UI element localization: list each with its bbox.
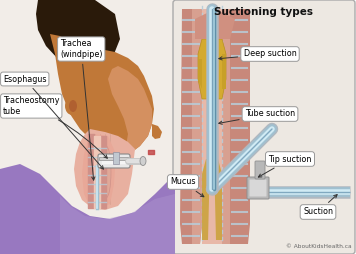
Polygon shape	[214, 159, 222, 240]
Polygon shape	[222, 54, 226, 89]
Polygon shape	[202, 159, 210, 240]
Text: Trachea
(windpipe): Trachea (windpipe)	[60, 39, 103, 180]
Polygon shape	[0, 0, 175, 254]
Polygon shape	[192, 9, 202, 244]
Text: Tube suction: Tube suction	[219, 109, 295, 124]
Polygon shape	[108, 66, 152, 154]
Ellipse shape	[65, 97, 79, 115]
Bar	[113, 152, 119, 164]
Polygon shape	[82, 134, 116, 208]
Polygon shape	[50, 34, 154, 154]
Polygon shape	[230, 9, 250, 244]
FancyBboxPatch shape	[247, 177, 269, 199]
Ellipse shape	[140, 156, 146, 166]
Text: Tracheostomy
tube: Tracheostomy tube	[3, 96, 107, 158]
Text: © AboutKidsHealth.ca: © AboutKidsHealth.ca	[286, 244, 352, 249]
Polygon shape	[180, 9, 202, 244]
Ellipse shape	[69, 100, 77, 112]
Text: Deep suction: Deep suction	[219, 50, 297, 60]
Ellipse shape	[101, 146, 111, 198]
Polygon shape	[202, 9, 222, 244]
Polygon shape	[60, 194, 175, 254]
Polygon shape	[198, 39, 226, 99]
Text: Tip suction: Tip suction	[258, 154, 312, 177]
FancyBboxPatch shape	[250, 180, 267, 197]
FancyBboxPatch shape	[255, 161, 265, 179]
Polygon shape	[195, 9, 235, 39]
Text: Suction: Suction	[303, 195, 337, 216]
Polygon shape	[0, 164, 175, 254]
Polygon shape	[222, 9, 230, 244]
Text: Esophagus: Esophagus	[3, 74, 104, 169]
Text: Suctioning types: Suctioning types	[215, 7, 314, 17]
Text: Mucus: Mucus	[170, 178, 204, 197]
Polygon shape	[74, 129, 135, 210]
FancyBboxPatch shape	[173, 0, 355, 254]
Polygon shape	[198, 59, 202, 89]
Polygon shape	[36, 0, 120, 68]
Polygon shape	[99, 157, 128, 160]
Polygon shape	[152, 124, 162, 139]
FancyBboxPatch shape	[98, 154, 130, 168]
